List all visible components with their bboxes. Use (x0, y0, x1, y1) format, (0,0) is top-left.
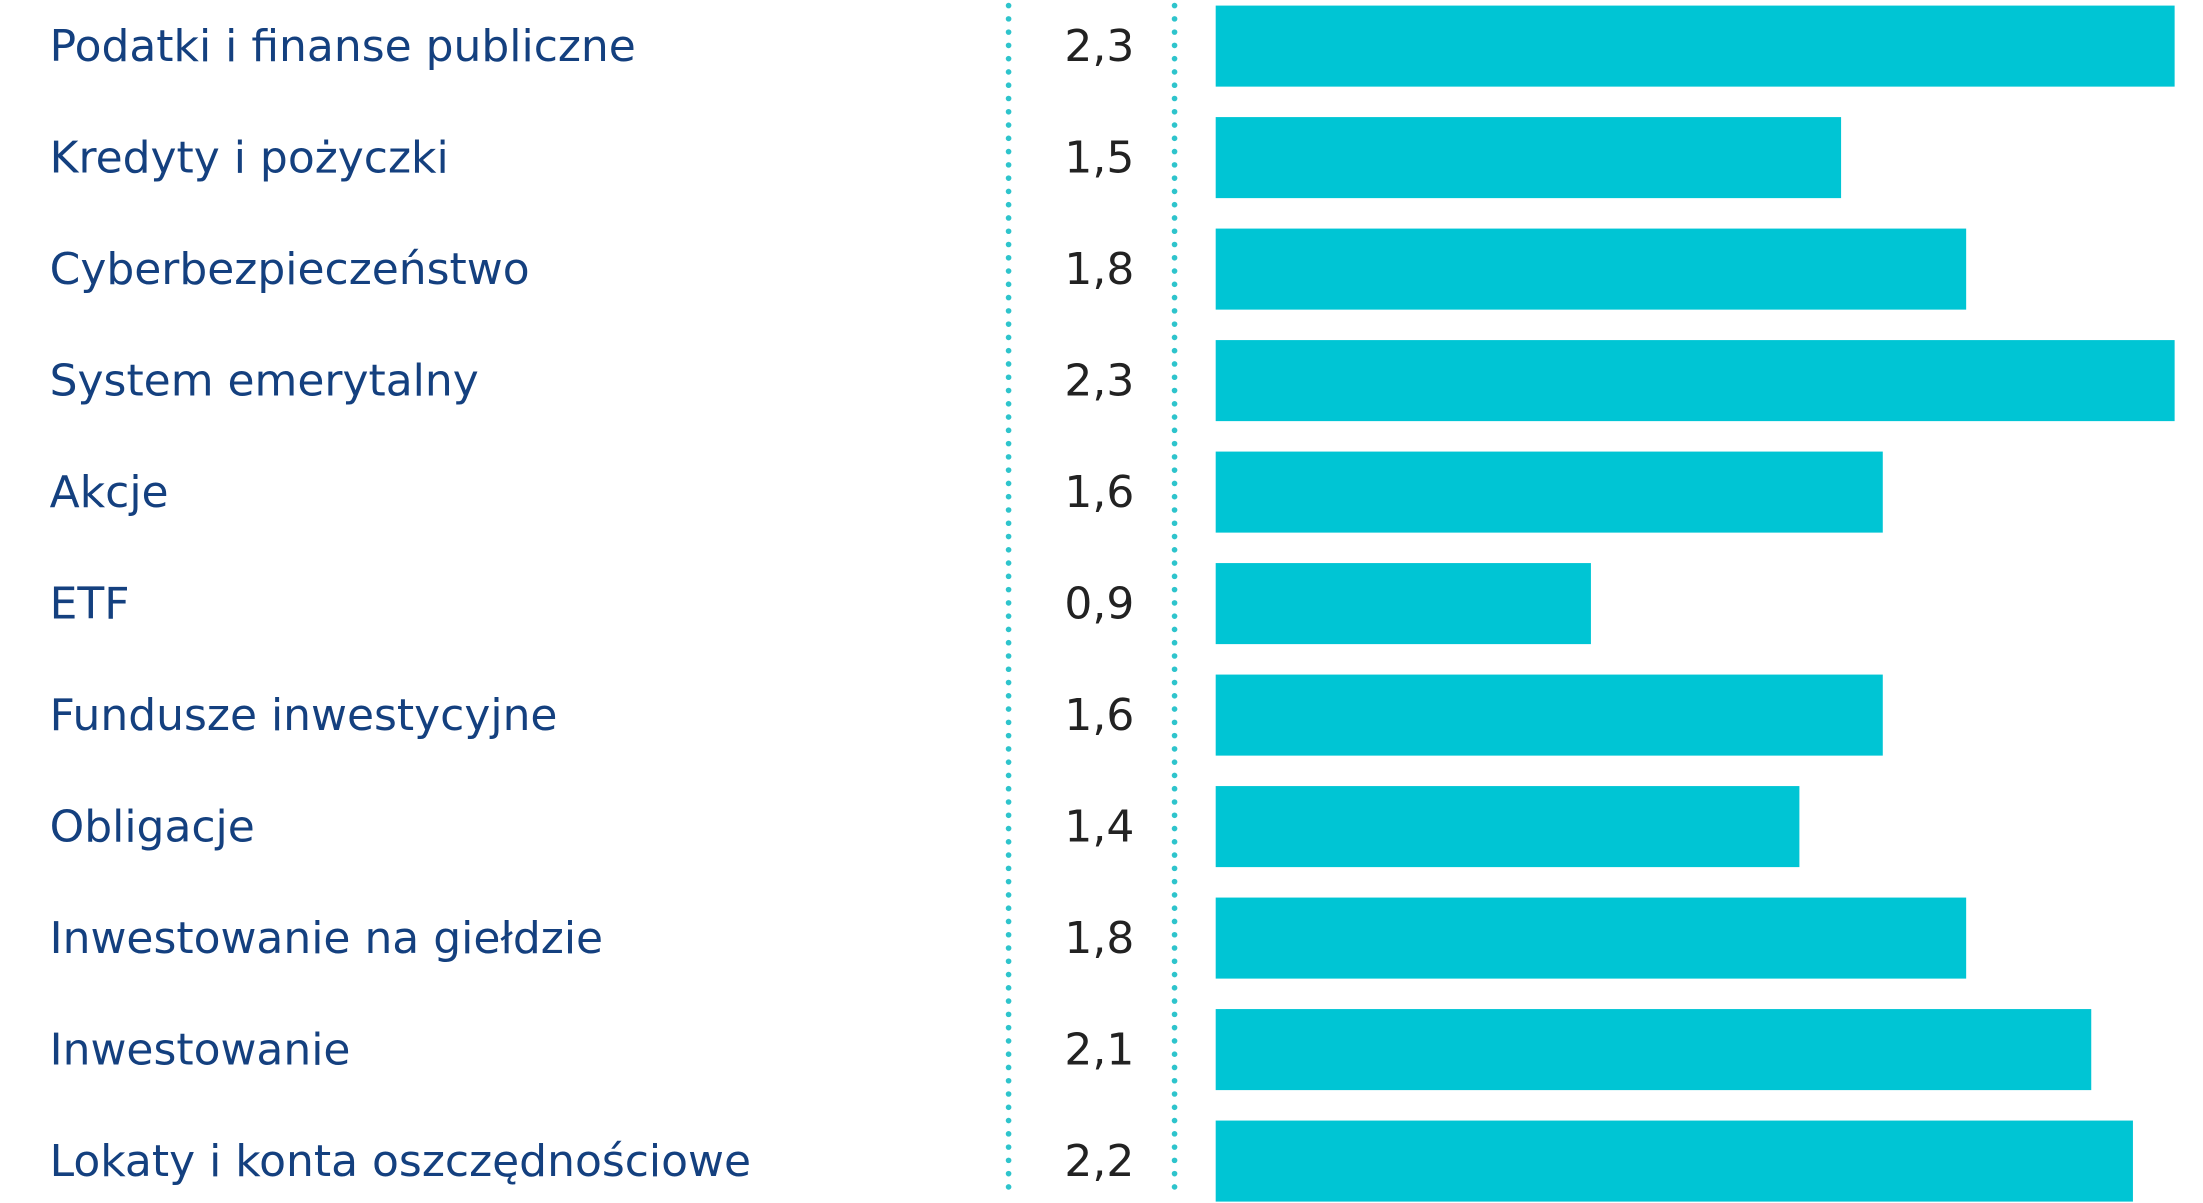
bar (1215, 674, 1883, 756)
value-label: 1,5 (1064, 133, 1134, 184)
category-label: Lokaty i konta oszczędnościowe (50, 1136, 751, 1187)
value-label: 1,6 (1064, 690, 1134, 741)
value-label: 0,9 (1064, 579, 1134, 630)
bar (1215, 451, 1883, 533)
value-label: 1,6 (1064, 467, 1134, 518)
category-label: Akcje (50, 467, 169, 518)
category-label: ETF (50, 579, 130, 630)
bar (1215, 563, 1591, 645)
value-label: 1,8 (1064, 913, 1134, 964)
bar (1215, 786, 1800, 868)
value-label: 1,4 (1064, 802, 1134, 853)
value-label: 2,1 (1064, 1025, 1134, 1076)
value-label: 1,8 (1064, 244, 1134, 295)
category-label: Inwestowanie na giełdzie (50, 913, 603, 964)
bar (1215, 5, 2175, 87)
category-label: Fundusze inwestycyjne (50, 690, 558, 741)
value-label: 2,3 (1064, 21, 1134, 72)
category-label: System emerytalny (50, 356, 479, 407)
category-label: Inwestowanie (50, 1025, 351, 1076)
bar (1215, 228, 1967, 310)
category-label: Kredyty i pożyczki (50, 133, 449, 184)
value-label: 2,2 (1064, 1136, 1134, 1187)
bar (1215, 897, 1967, 979)
bar (1215, 1009, 2092, 1091)
value-label: 2,3 (1064, 356, 1134, 407)
category-label: Podatki i finanse publiczne (50, 21, 636, 72)
category-label: Obligacje (50, 802, 255, 853)
bar (1215, 117, 1842, 199)
bar (1215, 340, 2175, 422)
category-label: Cyberbezpieczeństwo (50, 244, 530, 295)
bar (1215, 1120, 2133, 1202)
